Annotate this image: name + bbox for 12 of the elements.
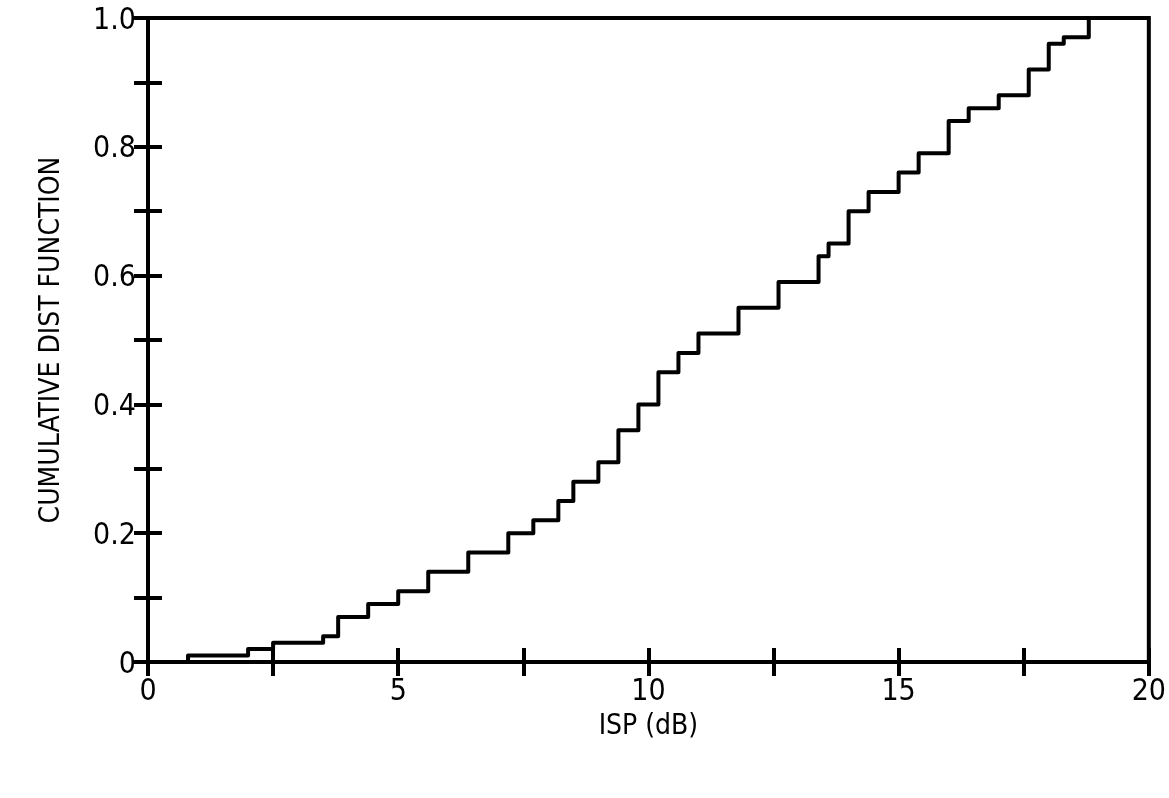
x-tick-label: 5 <box>389 671 407 707</box>
y-tick-label: 1.0 <box>93 0 136 36</box>
y-axis-title: CUMULATIVE DIST FUNCTION <box>32 156 66 524</box>
x-tick-label: 15 <box>881 671 916 707</box>
y-tick-label: 0.2 <box>93 515 136 551</box>
y-tick-label: 0.8 <box>93 129 136 165</box>
y-tick-label: 0 <box>118 644 136 680</box>
x-axis-title: ISP (dB) <box>598 707 699 741</box>
x-tick-label: 10 <box>631 671 666 707</box>
y-tick-label: 0.6 <box>93 258 136 294</box>
x-tick-label: 20 <box>1131 671 1166 707</box>
y-tick-label: 0.4 <box>93 386 136 422</box>
